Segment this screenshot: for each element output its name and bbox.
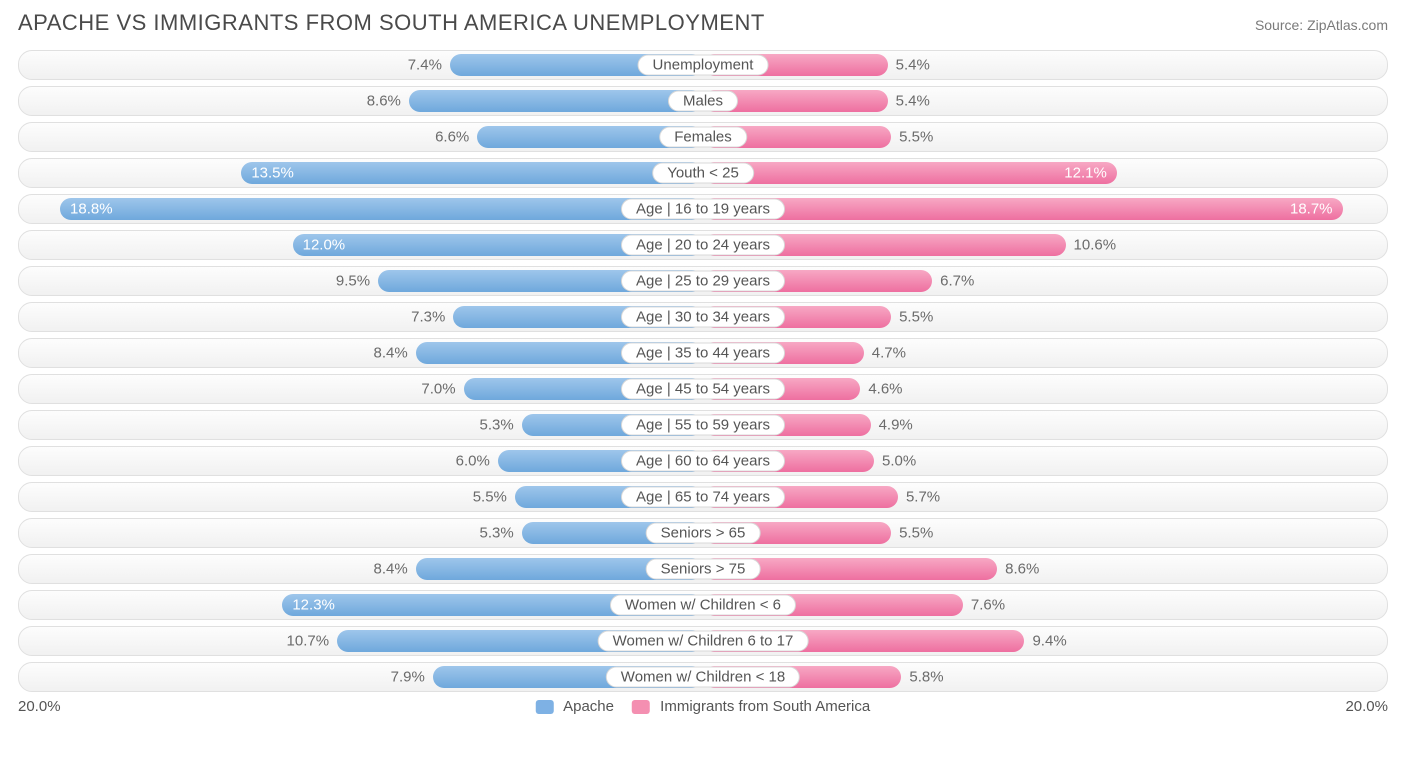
category-label: Males — [668, 91, 738, 112]
legend-label-right: Immigrants from South America — [660, 698, 870, 715]
value-left: 5.5% — [473, 489, 507, 506]
chart-row: 5.5% 5.7% Age | 65 to 74 years — [18, 482, 1388, 512]
chart-row: 12.3% 7.6% Women w/ Children < 6 — [18, 590, 1388, 620]
chart-title: APACHE VS IMMIGRANTS FROM SOUTH AMERICA … — [18, 10, 765, 36]
value-right: 4.7% — [872, 345, 906, 362]
bar-left — [60, 198, 703, 220]
chart-row: 6.0% 5.0% Age | 60 to 64 years — [18, 446, 1388, 476]
chart-row: 7.4% 5.4% Unemployment — [18, 50, 1388, 80]
chart-row: 8.4% 8.6% Seniors > 75 — [18, 554, 1388, 584]
value-right: 4.6% — [868, 381, 902, 398]
diverging-bar-chart: 7.4% 5.4% Unemployment 8.6% 5.4% Males 6.6% 5.5… — [18, 50, 1388, 692]
value-right: 5.5% — [899, 309, 933, 326]
value-left: 10.7% — [287, 633, 330, 650]
axis-row: 20.0% Apache Immigrants from South Ameri… — [18, 698, 1388, 715]
chart-row: 7.3% 5.5% Age | 30 to 34 years — [18, 302, 1388, 332]
value-left: 18.8% — [70, 201, 113, 218]
legend-item-right: Immigrants from South America — [632, 698, 870, 715]
bar-right — [703, 198, 1343, 220]
axis-max-left: 20.0% — [18, 698, 61, 715]
value-left: 7.0% — [421, 381, 455, 398]
value-left: 8.4% — [374, 345, 408, 362]
value-left: 12.3% — [292, 597, 335, 614]
category-label: Seniors > 75 — [646, 559, 761, 580]
chart-row: 18.8% 18.7% Age | 16 to 19 years — [18, 194, 1388, 224]
value-right: 5.4% — [896, 57, 930, 74]
chart-container: APACHE VS IMMIGRANTS FROM SOUTH AMERICA … — [0, 0, 1406, 727]
category-label: Women w/ Children < 18 — [606, 667, 800, 688]
category-label: Age | 65 to 74 years — [621, 487, 785, 508]
value-right: 5.0% — [882, 453, 916, 470]
value-right: 18.7% — [1290, 201, 1333, 218]
bar-right — [703, 162, 1117, 184]
chart-row: 10.7% 9.4% Women w/ Children 6 to 17 — [18, 626, 1388, 656]
value-right: 5.5% — [899, 129, 933, 146]
value-right: 9.4% — [1032, 633, 1066, 650]
category-label: Women w/ Children < 6 — [610, 595, 796, 616]
bar-left — [241, 162, 703, 184]
value-right: 8.6% — [1005, 561, 1039, 578]
value-left: 7.9% — [391, 669, 425, 686]
category-label: Age | 45 to 54 years — [621, 379, 785, 400]
value-left: 13.5% — [251, 165, 294, 182]
chart-row: 8.6% 5.4% Males — [18, 86, 1388, 116]
swatch-right — [632, 700, 650, 714]
category-label: Youth < 25 — [652, 163, 754, 184]
legend-label-left: Apache — [563, 698, 614, 715]
value-right: 12.1% — [1064, 165, 1107, 182]
category-label: Age | 60 to 64 years — [621, 451, 785, 472]
value-right: 4.9% — [879, 417, 913, 434]
category-label: Age | 30 to 34 years — [621, 307, 785, 328]
value-left: 9.5% — [336, 273, 370, 290]
value-right: 6.7% — [940, 273, 974, 290]
category-label: Age | 16 to 19 years — [621, 199, 785, 220]
category-label: Unemployment — [638, 55, 769, 76]
value-right: 7.6% — [971, 597, 1005, 614]
value-left: 6.0% — [456, 453, 490, 470]
value-left: 5.3% — [480, 417, 514, 434]
axis-max-right: 20.0% — [1345, 698, 1388, 715]
chart-row: 13.5% 12.1% Youth < 25 — [18, 158, 1388, 188]
value-right: 5.5% — [899, 525, 933, 542]
category-label: Females — [659, 127, 747, 148]
value-left: 6.6% — [435, 129, 469, 146]
category-label: Seniors > 65 — [646, 523, 761, 544]
value-right: 10.6% — [1074, 237, 1117, 254]
value-right: 5.4% — [896, 93, 930, 110]
chart-row: 9.5% 6.7% Age | 25 to 29 years — [18, 266, 1388, 296]
chart-row: 7.9% 5.8% Women w/ Children < 18 — [18, 662, 1388, 692]
value-left: 5.3% — [480, 525, 514, 542]
value-left: 7.3% — [411, 309, 445, 326]
chart-row: 12.0% 10.6% Age | 20 to 24 years — [18, 230, 1388, 260]
chart-row: 8.4% 4.7% Age | 35 to 44 years — [18, 338, 1388, 368]
swatch-left — [536, 700, 554, 714]
category-label: Women w/ Children 6 to 17 — [598, 631, 809, 652]
title-row: APACHE VS IMMIGRANTS FROM SOUTH AMERICA … — [18, 10, 1388, 36]
value-right: 5.7% — [906, 489, 940, 506]
legend-item-left: Apache — [536, 698, 614, 715]
chart-row: 5.3% 5.5% Seniors > 65 — [18, 518, 1388, 548]
legend: Apache Immigrants from South America — [536, 698, 870, 715]
category-label: Age | 35 to 44 years — [621, 343, 785, 364]
chart-row: 5.3% 4.9% Age | 55 to 59 years — [18, 410, 1388, 440]
bar-left — [409, 90, 703, 112]
value-left: 8.6% — [367, 93, 401, 110]
category-label: Age | 55 to 59 years — [621, 415, 785, 436]
category-label: Age | 20 to 24 years — [621, 235, 785, 256]
value-left: 8.4% — [374, 561, 408, 578]
chart-row: 7.0% 4.6% Age | 45 to 54 years — [18, 374, 1388, 404]
value-right: 5.8% — [909, 669, 943, 686]
chart-row: 6.6% 5.5% Females — [18, 122, 1388, 152]
value-left: 12.0% — [303, 237, 346, 254]
source-label: Source: ZipAtlas.com — [1255, 17, 1388, 33]
value-left: 7.4% — [408, 57, 442, 74]
category-label: Age | 25 to 29 years — [621, 271, 785, 292]
